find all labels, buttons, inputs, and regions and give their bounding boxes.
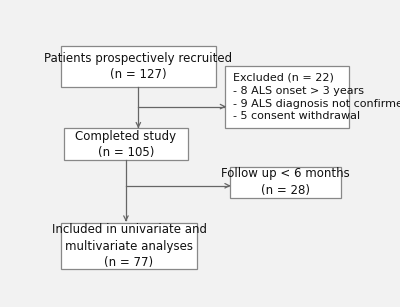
FancyBboxPatch shape <box>61 223 197 269</box>
FancyBboxPatch shape <box>225 66 349 128</box>
FancyBboxPatch shape <box>64 128 188 160</box>
Text: Follow up < 6 months
(n = 28): Follow up < 6 months (n = 28) <box>221 168 350 197</box>
FancyBboxPatch shape <box>230 167 342 198</box>
Text: Completed study
(n = 105): Completed study (n = 105) <box>75 130 176 159</box>
Text: Included in univariate and
multivariate analyses
(n = 77): Included in univariate and multivariate … <box>52 223 206 269</box>
Text: Excluded (n = 22)
- 8 ALS onset > 3 years
- 9 ALS diagnosis not confirmed
- 5 co: Excluded (n = 22) - 8 ALS onset > 3 year… <box>233 73 400 121</box>
FancyBboxPatch shape <box>61 46 216 87</box>
Text: Patients prospectively recruited
(n = 127): Patients prospectively recruited (n = 12… <box>44 52 232 81</box>
